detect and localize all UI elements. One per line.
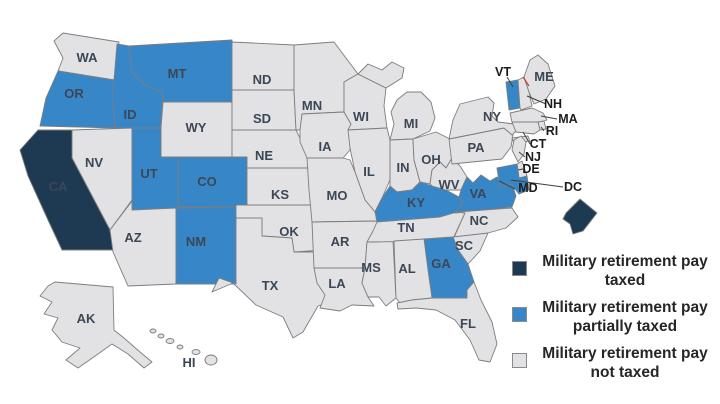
state-label-wv: WV <box>439 177 460 192</box>
legend-item-partially-taxed: Military retirement pay partially taxed <box>505 298 717 336</box>
state-label-de: DE <box>522 162 539 176</box>
legend-label-partially-taxed: Military retirement pay partially taxed <box>536 298 714 336</box>
state-label-id: ID <box>124 107 137 122</box>
state-label-ga: GA <box>431 256 451 271</box>
state-mo <box>306 157 380 223</box>
state-label-az: AZ <box>124 230 141 245</box>
state-ca <box>19 129 115 251</box>
state-label-nd: ND <box>253 72 272 87</box>
state-label-mi: MI <box>404 116 418 131</box>
legend-label-taxed-line2: taxed <box>604 272 646 289</box>
state-label-ca: CA <box>49 179 68 194</box>
state-label-mn: MN <box>302 98 322 113</box>
state-label-tn: TN <box>397 220 414 235</box>
state-label-nc: NC <box>470 213 489 228</box>
state-label-pa: PA <box>467 140 485 155</box>
state-label-ny: NY <box>483 109 501 124</box>
state-label-wy: WY <box>186 120 207 135</box>
state-hi <box>149 328 218 366</box>
state-label-wi: WI <box>353 109 369 124</box>
state-ma <box>509 107 548 123</box>
state-label-me: ME <box>534 69 554 84</box>
leader-line-ct <box>522 131 531 145</box>
state-label-sd: SD <box>253 111 271 126</box>
legend-item-taxed: Military retirement pay taxed <box>505 252 717 290</box>
legend-item-not-taxed: Military retirement pay not taxed <box>505 344 717 382</box>
state-label-vt: VT <box>495 65 511 79</box>
state-label-nj: NJ <box>525 150 541 164</box>
state-label-la: LA <box>328 276 346 291</box>
legend-label-taxed-line1: Military retirement pay <box>542 253 708 270</box>
state-label-ar: AR <box>331 234 350 249</box>
state-label-sc: SC <box>455 238 474 253</box>
state-dc <box>562 198 598 235</box>
state-label-ky: KY <box>407 195 425 210</box>
state-label-nv: NV <box>85 155 103 170</box>
legend-label-not-taxed-line1: Military retirement pay <box>542 345 708 362</box>
leader-line-ma <box>540 115 558 120</box>
state-label-mt: MT <box>168 66 187 81</box>
state-nj <box>511 135 527 163</box>
state-label-nm: NM <box>186 234 206 249</box>
leader-line-dc <box>510 179 564 188</box>
state-label-ms: MS <box>361 260 381 275</box>
leader-line-ri <box>540 126 545 132</box>
state-label-mo: MO <box>327 188 348 203</box>
leader-line-nj <box>518 151 526 158</box>
state-label-ri: RI <box>546 124 559 138</box>
state-label-va: VA <box>469 186 487 201</box>
legend-label-taxed: Military retirement pay taxed <box>536 252 714 290</box>
state-label-ne: NE <box>255 148 273 163</box>
legend-label-not-taxed: Military retirement pay not taxed <box>536 344 714 382</box>
state-label-il: IL <box>363 164 375 179</box>
state-label-ks: KS <box>271 187 289 202</box>
legend-label-not-taxed-line2: not taxed <box>590 364 660 381</box>
state-label-al: AL <box>398 261 415 276</box>
state-label-tx: TX <box>262 278 279 293</box>
state-label-ok: OK <box>279 224 299 239</box>
state-label-ak: AK <box>77 311 96 326</box>
state-label-ia: IA <box>319 139 333 154</box>
state-label-oh: OH <box>421 152 441 167</box>
state-label-co: CO <box>197 174 217 189</box>
state-label-fl: FL <box>460 316 476 331</box>
legend: Military retirement pay taxed Military r… <box>505 252 717 390</box>
state-label-ut: UT <box>140 166 157 181</box>
leader-line-de <box>517 168 524 171</box>
state-label-wa: WA <box>77 50 99 65</box>
state-label-nh: NH <box>544 97 562 111</box>
legend-label-partially-taxed-line1: Military retirement pay <box>542 299 708 316</box>
state-ak <box>39 281 153 369</box>
state-nc <box>451 207 519 243</box>
state-label-dc: DC <box>564 180 582 194</box>
state-ct <box>511 121 541 135</box>
state-mi <box>357 61 436 141</box>
legend-swatch-partially-taxed <box>512 307 527 322</box>
state-tx <box>211 217 338 339</box>
legend-swatch-not-taxed <box>512 353 527 368</box>
state-label-ma: MA <box>558 112 577 126</box>
state-wv <box>429 157 468 191</box>
state-me <box>523 54 556 105</box>
leader-line-nh <box>526 95 547 105</box>
state-label-or: OR <box>64 86 84 101</box>
state-label-ct: CT <box>530 137 547 151</box>
legend-label-partially-taxed-line2: partially taxed <box>572 318 678 335</box>
red-tick-mark <box>522 76 530 87</box>
legend-swatch-taxed <box>512 261 527 276</box>
leader-line-md <box>498 180 516 190</box>
leader-line-vt <box>506 76 514 88</box>
state-label-md: MD <box>518 181 537 195</box>
state-fl <box>396 281 498 363</box>
state-label-hi: HI <box>183 355 196 370</box>
state-label-in: IN <box>397 160 410 175</box>
state-md <box>496 163 530 195</box>
